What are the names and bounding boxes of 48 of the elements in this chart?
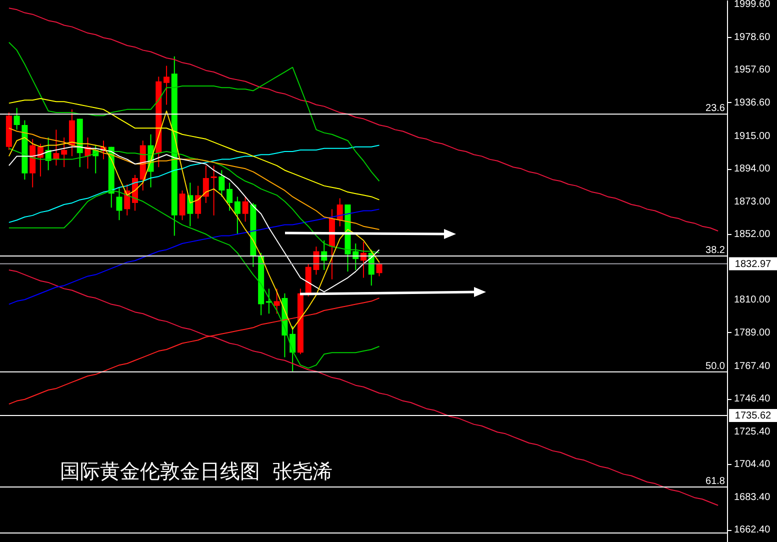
candlestick: [336, 198, 343, 227]
candlestick: [218, 170, 225, 198]
y-tick-label: 1683.40: [734, 492, 771, 503]
y-tick-label: 1873.00: [734, 196, 771, 208]
candlestick: [37, 143, 44, 177]
y-tick-label: 1894.00: [734, 164, 771, 175]
candlestick: [14, 107, 20, 130]
candlestick: [53, 129, 60, 166]
y-tick-label: 1810.00: [734, 294, 771, 306]
y-tick-label: 1915.00: [734, 130, 771, 142]
y-tick-label: 1746.40: [734, 394, 771, 405]
candlestick: [179, 190, 186, 221]
line-series: [8, 98, 380, 200]
candlestick: [187, 182, 194, 227]
ref-line-label: 1832.97: [734, 258, 772, 270]
candlestick: [210, 165, 217, 216]
line-series: [8, 42, 380, 182]
candlestick: [226, 182, 233, 212]
y-tick-label: 1852.00: [734, 229, 771, 240]
y-tick-label: 1936.60: [734, 97, 771, 108]
y-tick-label: 1999.60: [734, 0, 771, 10]
candlestick: [234, 196, 240, 235]
annotation: 38.2: [706, 244, 726, 256]
line-series: [8, 110, 380, 330]
candlestick: [164, 65, 170, 106]
candlestick: [202, 165, 209, 204]
y-tick-label: 1789.00: [734, 327, 771, 338]
text: 国际黄金伦敦金日线图 张尧浠: [60, 458, 333, 485]
y-tick-label: 1978.60: [734, 32, 771, 43]
candlestick: [61, 136, 68, 168]
candlestick: [195, 185, 202, 220]
candlestick: [242, 196, 248, 222]
candlestick: [376, 262, 382, 277]
line-series: [8, 298, 380, 405]
y-tick-label: 1957.60: [734, 64, 771, 76]
candlestick: [116, 186, 122, 221]
y-tick-label: 1704.40: [734, 459, 771, 470]
line-series: [8, 144, 380, 223]
annotation: 61.8: [706, 476, 726, 487]
y-tick-label: 1767.40: [734, 361, 771, 372]
y-tick-label: 1725.40: [734, 426, 771, 438]
y-tick-label: 1662.40: [734, 524, 771, 536]
line-series: [8, 148, 380, 254]
annotation: 50.0: [706, 360, 726, 372]
ref-line-label: 1735.62: [734, 410, 772, 422]
candlestick: [274, 288, 280, 314]
line-series: [8, 190, 380, 369]
annotation: 23.6: [706, 103, 726, 114]
